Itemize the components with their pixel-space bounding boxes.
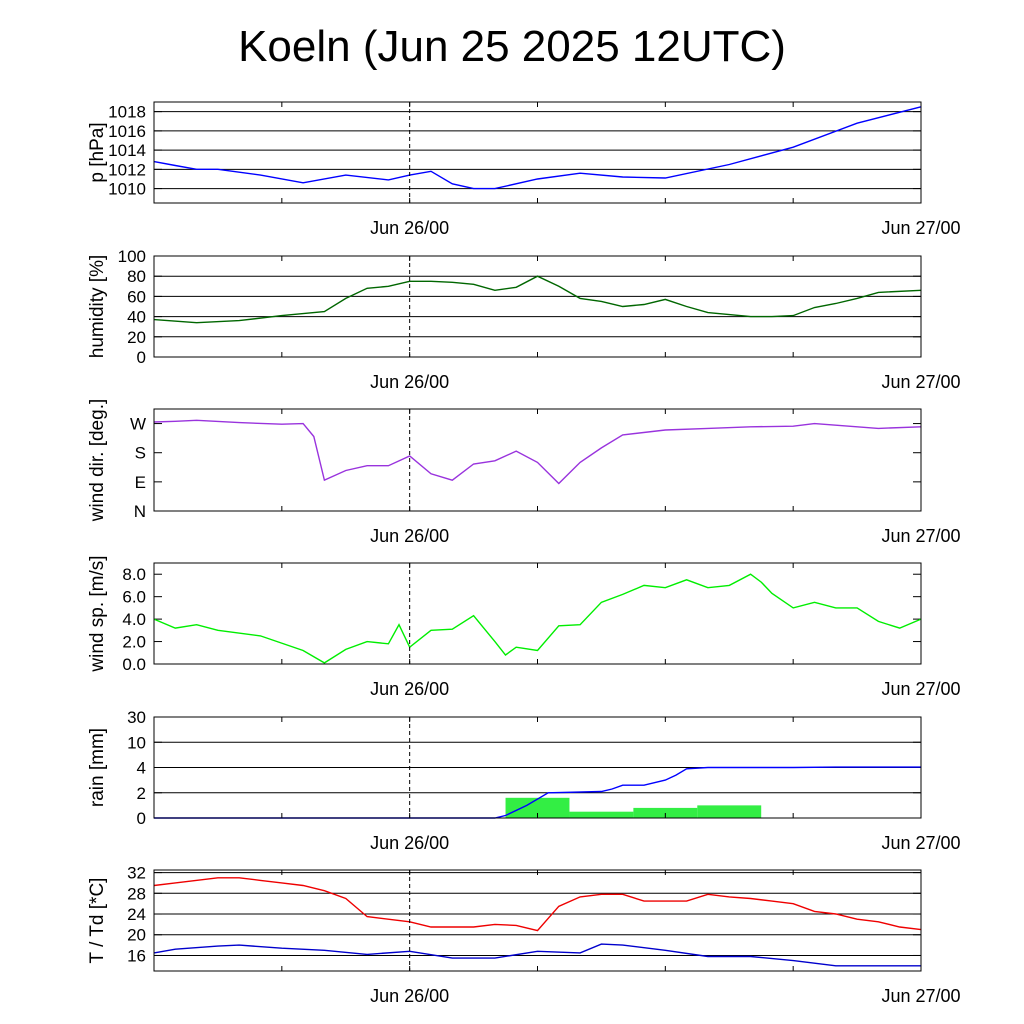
y-tick-label: 20 <box>127 328 146 347</box>
series-line <box>153 573 922 664</box>
y-axis-label: p [hPa] <box>87 122 108 182</box>
rain-bar <box>633 807 698 818</box>
series-line <box>153 106 922 190</box>
y-tick-label: 10 <box>127 733 146 752</box>
y-tick-label: E <box>135 473 146 492</box>
x-tick-label: Jun 26/00 <box>370 526 449 546</box>
y-tick-label: 4.0 <box>122 610 146 629</box>
y-tick-label: 60 <box>127 287 146 306</box>
y-axis-label: wind sp. [m/s] <box>87 555 108 672</box>
x-tick-label: Jun 26/00 <box>370 679 449 699</box>
x-tick-label: Jun 27/00 <box>881 526 960 546</box>
y-tick-label: 24 <box>127 905 146 924</box>
y-tick-label: 30 <box>127 708 146 727</box>
panel-5: 0 2 4 10 30 Jun 26/00 Jun 27/00 rain [mm] <box>87 708 961 853</box>
rain-bar <box>697 805 762 818</box>
y-tick-label: 40 <box>127 308 146 327</box>
y-tick-label: 0 <box>137 348 146 367</box>
y-tick-label: 80 <box>127 267 146 286</box>
y-tick-label: 1012 <box>108 160 146 179</box>
page-title: Koeln (Jun 25 2025 12UTC) <box>238 22 786 71</box>
series-line <box>153 877 922 932</box>
x-tick-label: Jun 27/00 <box>881 833 960 853</box>
x-tick-label: Jun 26/00 <box>370 218 449 238</box>
x-tick-label: Jun 27/00 <box>881 679 960 699</box>
panel-frame <box>153 562 922 665</box>
y-axis-label: T / Td [*C] <box>87 878 108 964</box>
y-tick-label: 2.0 <box>122 633 146 652</box>
x-tick-label: Jun 27/00 <box>881 372 960 392</box>
y-tick-label: 6.0 <box>122 588 146 607</box>
y-tick-label: 0 <box>137 809 146 828</box>
panel-frame <box>153 101 922 204</box>
series-line <box>153 275 922 324</box>
y-axis-label: humidity [%] <box>87 255 108 358</box>
panel-4: 0.0 2.0 4.0 6.0 8.0 Jun 26/00 Jun 27/00 wind sp… <box>87 555 961 699</box>
y-tick-label: N <box>134 502 146 521</box>
y-tick-label: 28 <box>127 884 146 903</box>
y-tick-label: W <box>130 415 146 434</box>
y-tick-label: 1018 <box>108 103 146 122</box>
y-tick-label: 1016 <box>108 122 146 141</box>
y-tick-label: 1014 <box>108 141 146 160</box>
x-tick-label: Jun 26/00 <box>370 986 449 1006</box>
y-axis-label: rain [mm] <box>87 728 108 807</box>
y-tick-label: 8.0 <box>122 565 146 584</box>
x-tick-label: Jun 26/00 <box>370 833 449 853</box>
y-tick-label: 4 <box>137 759 146 778</box>
x-tick-label: Jun 27/00 <box>881 986 960 1006</box>
x-tick-label: Jun 26/00 <box>370 372 449 392</box>
y-tick-label: 0.0 <box>122 655 146 674</box>
y-axis-label: wind dir. [deg.] <box>87 399 108 523</box>
rain-bar <box>569 811 634 818</box>
x-tick-label: Jun 27/00 <box>881 218 960 238</box>
y-tick-label: 32 <box>127 864 146 883</box>
panel-frame <box>153 255 922 358</box>
rain-bar <box>505 797 570 818</box>
series-line <box>153 419 922 485</box>
y-tick-label: 2 <box>137 784 146 803</box>
y-tick-label: 20 <box>127 926 146 945</box>
series-line <box>154 766 921 819</box>
y-tick-label: 100 <box>118 247 146 266</box>
y-tick-label: S <box>135 444 146 463</box>
series-line <box>153 943 921 967</box>
y-tick-label: 1010 <box>108 180 146 199</box>
y-tick-label: 16 <box>127 946 146 965</box>
